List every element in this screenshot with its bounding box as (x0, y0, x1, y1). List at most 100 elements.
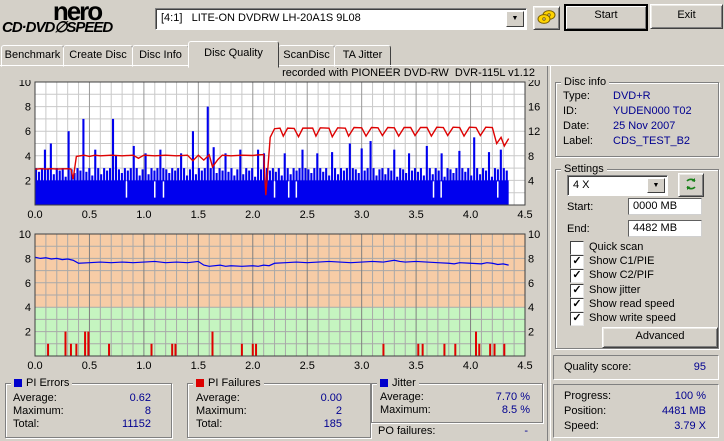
quality-score-value: 95 (693, 361, 706, 373)
pi-failures-box: PI Failures Average: 0.00 Maximum: 2 Total… (187, 377, 371, 438)
svg-text:3.5: 3.5 (408, 209, 423, 221)
show-c1-pie-checkbox[interactable]: ✓ (570, 255, 584, 269)
jitter-box: Jitter Average: 7.70 % Maximum: 8.5 % (371, 377, 543, 423)
progress-value: 100 % (674, 390, 706, 402)
pi-errors-color-swatch (14, 379, 22, 387)
chevron-down-icon[interactable]: ▼ (647, 178, 665, 193)
settings-box: Settings 4 X ▼ Start: 0000 MB End: 4482 … (555, 163, 719, 349)
drive-combobox-value: [4:1] LITE-ON DVDRW LH-20A1S 9L08 (161, 12, 361, 24)
exit-button[interactable]: Exit (650, 4, 723, 29)
svg-text:4.5: 4.5 (517, 209, 532, 221)
tab-disc-quality[interactable]: Disc Quality (188, 41, 279, 68)
position-value: 4481 MB (661, 405, 706, 417)
stat-value: 8.5 % (501, 404, 530, 416)
tab-ta-jitter[interactable]: TA Jitter (334, 45, 391, 67)
disc-info-value: CDS_TEST_B2 (613, 135, 691, 147)
svg-text:3.5: 3.5 (408, 360, 423, 372)
cd-discs-icon (537, 10, 556, 24)
svg-text:8: 8 (25, 253, 31, 265)
chevron-down-icon[interactable]: ▼ (506, 11, 524, 27)
svg-text:4: 4 (528, 175, 534, 187)
svg-text:2.0: 2.0 (245, 209, 260, 221)
svg-text:2: 2 (528, 327, 534, 339)
show-write-speed-checkbox[interactable]: ✓ (570, 312, 584, 326)
scan-speed-value: 4 X (573, 179, 590, 191)
drive-combobox[interactable]: [4:1] LITE-ON DVDRW LH-20A1S 9L08 ▼ (155, 8, 527, 30)
pi-errors-box: PI Errors Average: 0.62 Maximum: 8 Total: 1… (5, 377, 172, 438)
svg-text:0.0: 0.0 (27, 209, 42, 221)
show-read-speed-checkbox[interactable]: ✓ (570, 298, 584, 312)
svg-text:20: 20 (528, 80, 540, 89)
stat-value: 0.62 (129, 392, 151, 404)
scan-speed-select[interactable]: 4 X ▼ (567, 175, 668, 196)
show-jitter-checkbox[interactable]: ✓ (570, 284, 584, 298)
svg-text:4: 4 (25, 302, 31, 314)
svg-text:0.5: 0.5 (82, 360, 97, 372)
svg-text:0.5: 0.5 (82, 209, 97, 221)
start-mb-field[interactable]: 0000 MB (628, 198, 702, 215)
pi-failures-legend: PI Failures (193, 377, 264, 389)
show-c2-pif-checkbox[interactable]: ✓ (570, 269, 584, 283)
svg-text:2.5: 2.5 (300, 209, 315, 221)
speed-label: Speed: (564, 420, 599, 432)
stat-label: Average: (13, 392, 57, 404)
end-mb-label: End: (567, 223, 590, 235)
panel-divider (547, 66, 551, 441)
svg-text:2.0: 2.0 (245, 360, 260, 372)
stat-value: 11152 (122, 418, 151, 430)
po-failures-value: - (524, 425, 528, 437)
stat-value: 8 (144, 405, 151, 417)
disc-info-button[interactable] (533, 6, 560, 30)
progress-box: Progress: 100 % Position: 4481 MB Speed: 3.… (553, 384, 719, 438)
jitter-color-swatch (380, 379, 388, 387)
show-c1-pie-label: Show C1/PIE (589, 255, 655, 267)
advanced-button[interactable]: Advanced (602, 327, 718, 348)
svg-text:10: 10 (19, 229, 31, 241)
disc-info-legend: Disc info (561, 76, 610, 88)
progress-label: Progress: (564, 390, 612, 402)
svg-text:16: 16 (528, 102, 540, 114)
svg-text:0.0: 0.0 (27, 360, 42, 372)
tab-create-disc[interactable]: Create Disc (63, 45, 133, 67)
svg-text:4: 4 (528, 302, 534, 314)
svg-text:6: 6 (25, 126, 31, 138)
tab-scandisc[interactable]: ScanDisc (278, 45, 335, 67)
svg-text:4: 4 (25, 151, 31, 163)
start-mb-label: Start: (567, 201, 594, 213)
svg-text:6: 6 (528, 278, 534, 290)
svg-text:1.5: 1.5 (191, 209, 206, 221)
disc-info-label: ID: (563, 105, 578, 117)
pi-failures-color-swatch (196, 379, 204, 387)
cd-dvd-speed-logo-text: CD·DVD∅SPEED (2, 19, 113, 36)
settings-legend: Settings (561, 163, 607, 175)
refresh-button[interactable] (678, 173, 704, 197)
svg-text:1.0: 1.0 (136, 209, 151, 221)
end-mb-field[interactable]: 4482 MB (628, 220, 702, 237)
svg-text:12: 12 (528, 126, 540, 138)
start-button[interactable]: Start (564, 4, 648, 31)
svg-text:6: 6 (25, 278, 31, 290)
tab-benchmark[interactable]: Benchmark (1, 45, 64, 67)
show-jitter-label: Show jitter (589, 284, 641, 296)
stat-label: Maximum: (380, 404, 431, 416)
stat-value: 0.00 (320, 392, 342, 404)
stat-value: 2 (335, 405, 342, 417)
show-write-speed-label: Show write speed (589, 312, 676, 324)
quick-scan-checkbox[interactable] (570, 241, 584, 255)
stat-value: 7.70 % (495, 391, 530, 403)
nero-logo-text: nero (52, 0, 103, 26)
svg-text:1.0: 1.0 (136, 360, 151, 372)
svg-text:4.0: 4.0 (463, 360, 478, 372)
disc-info-value: DVD+R (613, 90, 651, 102)
stat-value: 185 (323, 418, 342, 430)
chart-recorder-title: recorded with PIONEER DVD-RW DVR-115L v1… (282, 67, 535, 79)
disc-info-value: YUDEN000 T02 (613, 105, 692, 117)
stat-label: Maximum: (13, 405, 64, 417)
disc-info-value: 25 Nov 2007 (613, 120, 676, 132)
tab-disc-info[interactable]: Disc Info (132, 45, 189, 67)
svg-text:8: 8 (25, 102, 31, 114)
stat-label: Average: (380, 391, 424, 403)
disc-info-label: Label: (563, 135, 593, 147)
svg-text:1.5: 1.5 (191, 360, 206, 372)
